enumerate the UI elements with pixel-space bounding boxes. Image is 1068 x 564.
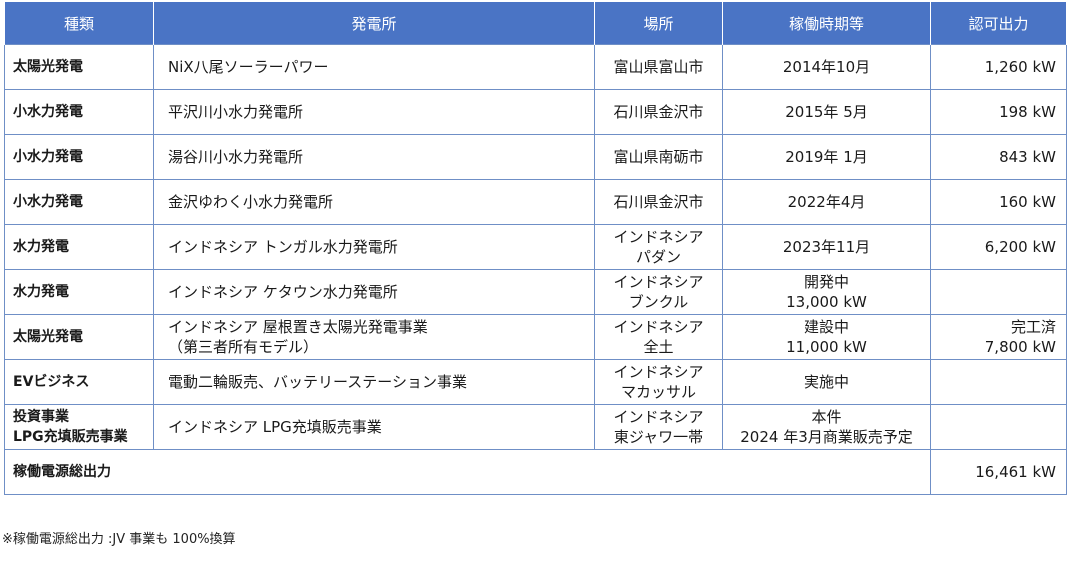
- table-row: 小水力発電 平沢川小水力発電所 石川県金沢市 2015年 5月 198 kW: [4, 89, 1067, 135]
- cell-type: 小水力発電: [4, 134, 154, 180]
- table-row: 小水力発電 湯谷川小水力発電所 富山県南砺市 2019年 1月 843 kW: [4, 134, 1067, 180]
- table-row: 投資事業 LPG充填販売事業 インドネシア LPG充填販売事業 インドネシア 東…: [4, 404, 1067, 450]
- cell-location: 石川県金沢市: [594, 89, 723, 135]
- cell-period: 2023年11月: [722, 224, 931, 270]
- cell-plant: 金沢ゆわく小水力発電所: [153, 179, 595, 225]
- table-row: 小水力発電 金沢ゆわく小水力発電所 石川県金沢市 2022年4月 160 kW: [4, 179, 1067, 225]
- header-plant: 発電所: [153, 2, 595, 45]
- cell-type: 小水力発電: [4, 179, 154, 225]
- total-label: 稼働電源総出力: [4, 449, 931, 495]
- total-row: 稼働電源総出力 16,461 kW: [4, 449, 1067, 495]
- cell-period: 2014年10月: [722, 44, 931, 90]
- cell-location: インドネシア パダン: [594, 224, 723, 270]
- cell-location: 富山県富山市: [594, 44, 723, 90]
- cell-capacity: 完工済 7,800 kW: [930, 314, 1067, 360]
- total-value: 16,461 kW: [930, 449, 1067, 495]
- cell-type: 太陽光発電: [4, 314, 154, 360]
- cell-type: 太陽光発電: [4, 44, 154, 90]
- cell-type: EVビジネス: [4, 359, 154, 405]
- header-type: 種類: [4, 2, 154, 45]
- cell-location: 石川県金沢市: [594, 179, 723, 225]
- cell-plant: 平沢川小水力発電所: [153, 89, 595, 135]
- cell-capacity: [930, 404, 1067, 450]
- power-plant-table-container: 種類 発電所 場所 稼働時期等 認可出力 太陽光発電 NiX八尾ソーラーパワー …: [4, 2, 1067, 495]
- table-row: 太陽光発電 インドネシア 屋根置き太陽光発電事業 （第三者所有モデル） インドネ…: [4, 314, 1067, 360]
- cell-capacity: [930, 269, 1067, 315]
- cell-period: 本件 2024 年3月商業販売予定: [722, 404, 931, 450]
- footnote: ※稼働電源総出力 :JV 事業も 100%換算: [2, 532, 236, 547]
- cell-capacity: 160 kW: [930, 179, 1067, 225]
- cell-location: 富山県南砺市: [594, 134, 723, 180]
- cell-period: 実施中: [722, 359, 931, 405]
- cell-plant: NiX八尾ソーラーパワー: [153, 44, 595, 90]
- cell-plant: 湯谷川小水力発電所: [153, 134, 595, 180]
- cell-plant: インドネシア トンガル水力発電所: [153, 224, 595, 270]
- cell-capacity: 198 kW: [930, 89, 1067, 135]
- header-capacity: 認可出力: [930, 2, 1067, 45]
- header-period: 稼働時期等: [722, 2, 931, 45]
- cell-type: 水力発電: [4, 269, 154, 315]
- header-location: 場所: [594, 2, 723, 45]
- cell-plant: インドネシア LPG充填販売事業: [153, 404, 595, 450]
- cell-period: 開発中 13,000 kW: [722, 269, 931, 315]
- table-row: 太陽光発電 NiX八尾ソーラーパワー 富山県富山市 2014年10月 1,260…: [4, 44, 1067, 90]
- cell-period: 2022年4月: [722, 179, 931, 225]
- cell-location: インドネシア 全土: [594, 314, 723, 360]
- cell-capacity: 843 kW: [930, 134, 1067, 180]
- cell-location: インドネシア 東ジャワ一帯: [594, 404, 723, 450]
- cell-type: 水力発電: [4, 224, 154, 270]
- table-header-row: 種類 発電所 場所 稼働時期等 認可出力: [4, 2, 1067, 45]
- table-row: 水力発電 インドネシア トンガル水力発電所 インドネシア パダン 2023年11…: [4, 224, 1067, 270]
- cell-capacity: [930, 359, 1067, 405]
- cell-plant: 電動二輪販売、バッテリーステーション事業: [153, 359, 595, 405]
- cell-period: 2015年 5月: [722, 89, 931, 135]
- cell-plant: インドネシア 屋根置き太陽光発電事業 （第三者所有モデル）: [153, 314, 595, 360]
- cell-location: インドネシア マカッサル: [594, 359, 723, 405]
- table-row: EVビジネス 電動二輪販売、バッテリーステーション事業 インドネシア マカッサル…: [4, 359, 1067, 405]
- power-plant-table: 種類 発電所 場所 稼働時期等 認可出力 太陽光発電 NiX八尾ソーラーパワー …: [4, 2, 1067, 495]
- cell-period: 建設中 11,000 kW: [722, 314, 931, 360]
- cell-location: インドネシア ブンクル: [594, 269, 723, 315]
- cell-capacity: 1,260 kW: [930, 44, 1067, 90]
- cell-capacity: 6,200 kW: [930, 224, 1067, 270]
- table-row: 水力発電 インドネシア ケタウン水力発電所 インドネシア ブンクル 開発中 13…: [4, 269, 1067, 315]
- cell-type: 小水力発電: [4, 89, 154, 135]
- cell-plant: インドネシア ケタウン水力発電所: [153, 269, 595, 315]
- cell-type: 投資事業 LPG充填販売事業: [4, 404, 154, 450]
- cell-period: 2019年 1月: [722, 134, 931, 180]
